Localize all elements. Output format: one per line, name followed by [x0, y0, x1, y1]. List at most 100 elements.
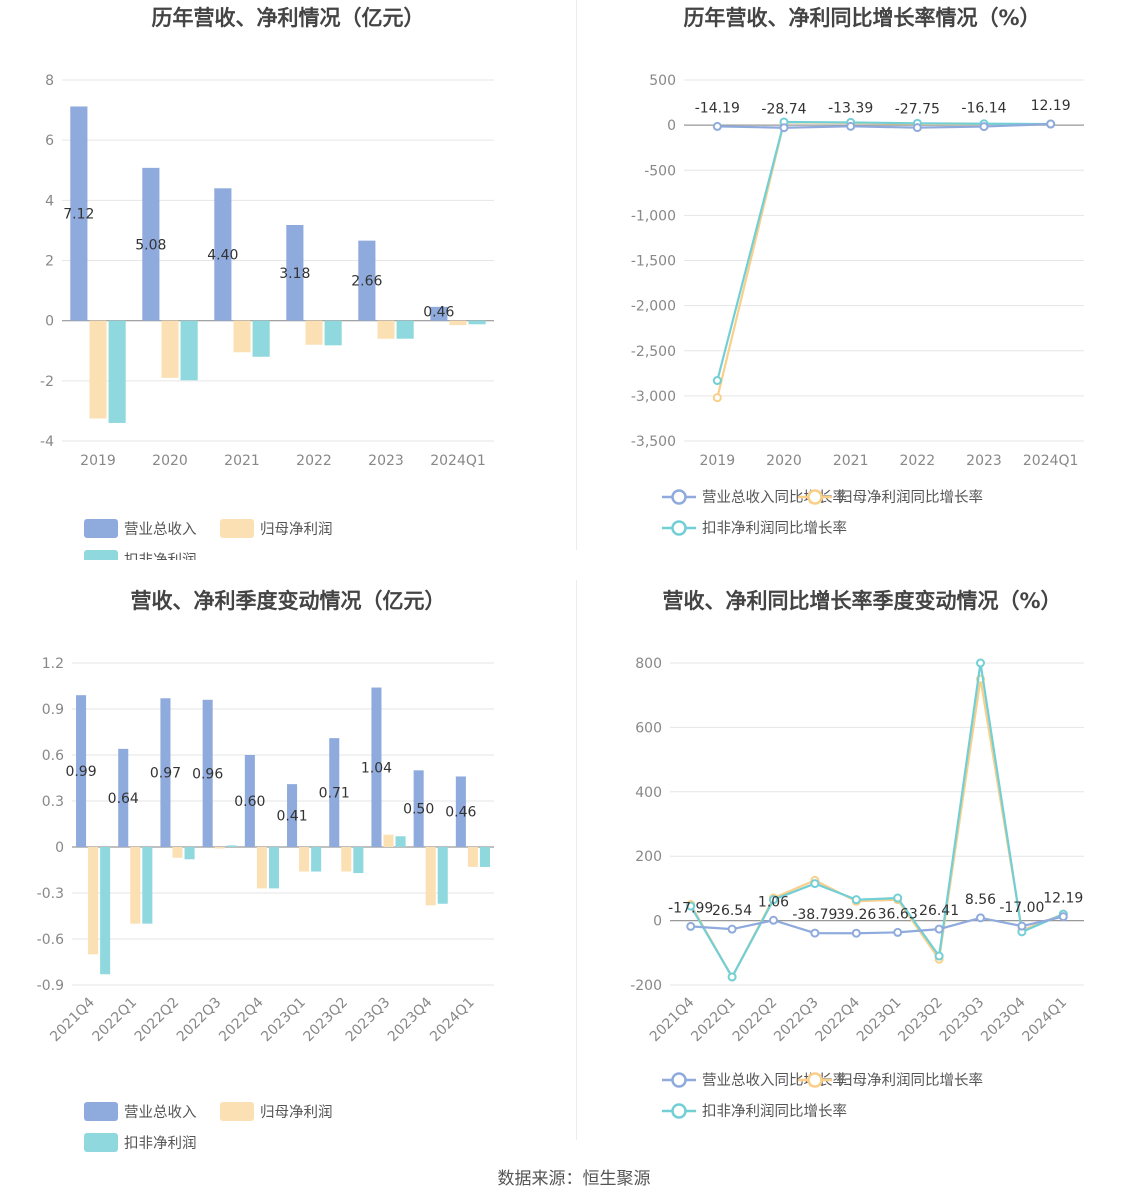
bar — [256, 847, 267, 889]
data-point — [912, 123, 922, 133]
data-point — [1046, 119, 1056, 129]
x-tick-label: 2024Q1 — [1023, 453, 1079, 469]
bar — [358, 240, 376, 321]
data-point — [846, 121, 856, 131]
bar — [467, 847, 478, 867]
bar — [287, 784, 298, 847]
legend-label: 营业总收入 — [124, 521, 197, 538]
panel-annual-revenue-profit: 历年营收、净利情况（亿元） 8 6 4 2 0 -2 -4 2019 7.12 2020 5.08 2… — [0, 0, 576, 569]
data-point — [851, 928, 861, 938]
bar — [311, 847, 322, 872]
panel-divider-top — [576, 0, 577, 550]
bar — [89, 320, 107, 419]
bar — [468, 320, 486, 325]
bar — [160, 698, 171, 847]
y-tick-label: -1,000 — [631, 208, 676, 224]
bar — [371, 687, 382, 847]
y-tick-label: 200 — [635, 849, 662, 865]
data-point — [934, 924, 944, 934]
bar — [88, 847, 99, 955]
line-value-label: -17.00 — [999, 900, 1044, 916]
x-tick-label: 2023Q2 — [895, 995, 946, 1046]
line-value-label: -16.14 — [961, 101, 1006, 117]
x-tick-label: 2023Q3 — [937, 995, 988, 1046]
line-value-label: 12.19 — [1043, 891, 1083, 907]
bar — [108, 320, 126, 423]
data-point — [851, 895, 861, 905]
x-tick-label: 2021Q4 — [47, 994, 98, 1045]
bar — [430, 306, 448, 321]
panel-quarterly-revenue-profit: 营收、净利季度变动情况（亿元） 1.2 0.9 0.6 0.3 0 -0.3 -0.6 -0.… — [0, 583, 576, 1153]
x-tick-label: 2022 — [296, 453, 332, 469]
y-tick-label: -3,000 — [631, 389, 676, 405]
series-line — [690, 915, 1064, 935]
bar — [396, 320, 414, 339]
data-point — [976, 913, 985, 923]
legend-label: 营业总收入 — [124, 1104, 197, 1121]
legend-label: 归母净利润 — [260, 1104, 333, 1121]
bar-value-label: 0.97 — [150, 766, 181, 782]
bar — [305, 320, 323, 345]
legend-swatch — [84, 1133, 118, 1152]
y-tick-label: 400 — [635, 785, 662, 801]
x-tick-label: 2022Q4 — [216, 994, 267, 1045]
bar-value-label: 4.40 — [207, 247, 238, 263]
data-point — [779, 123, 789, 133]
data-point — [727, 924, 737, 934]
bar — [214, 188, 232, 321]
data-point — [893, 893, 903, 903]
bar — [437, 847, 448, 904]
bar — [214, 847, 225, 849]
line-value-label: 12.19 — [1031, 98, 1071, 114]
bar-value-label: 0.64 — [108, 791, 139, 807]
y-tick-label: 0 — [667, 118, 676, 134]
y-tick-label: -500 — [644, 163, 676, 179]
legend-label: 归母净利润 — [260, 521, 333, 538]
y-tick-label: 0.3 — [42, 794, 64, 810]
y-tick-label: -2,000 — [631, 299, 676, 315]
y-tick-label: 6 — [45, 133, 54, 149]
x-tick-label: 2024Q1 — [430, 453, 486, 469]
data-point — [979, 122, 989, 132]
bar — [252, 320, 270, 357]
bar — [142, 167, 160, 321]
legend-circle-marker — [671, 489, 687, 505]
data-point — [934, 951, 944, 961]
data-point — [769, 895, 778, 905]
series-line — [716, 120, 1051, 381]
line-value-label: 36.63 — [878, 906, 918, 922]
chart-title: 历年营收、净利同比增长率情况（%） — [683, 6, 1041, 30]
panel-annual-growth-rate: 历年营收、净利同比增长率情况（%） 500 0 -500 -1,000 -1,500 -2… — [576, 0, 1148, 560]
legend-swatch — [220, 519, 254, 538]
bar — [130, 847, 141, 924]
y-tick-label: -0.9 — [37, 978, 64, 994]
bar-value-label: 0.96 — [192, 766, 223, 782]
legend-swatch — [84, 1102, 118, 1121]
y-tick-label: 1.2 — [42, 656, 64, 672]
y-tick-label: 0 — [55, 840, 64, 856]
bar — [161, 320, 179, 378]
legend-label: 归母净利润同比增长率 — [838, 1072, 983, 1089]
data-point — [810, 928, 820, 938]
line-value-label: 26.41 — [919, 903, 959, 919]
bar — [449, 320, 467, 326]
annual-growth-line-chart: 500 0 -500 -1,000 -1,500 -2,000 -2,500 -3,000 -3… — [631, 73, 1084, 537]
y-tick-label: 500 — [649, 73, 676, 89]
line-value-label: 26.54 — [712, 903, 752, 919]
y-tick-label: -1,500 — [631, 254, 676, 270]
bar — [455, 776, 466, 847]
line-value-label: 39.26 — [836, 907, 876, 923]
x-tick-label: 2024Q1 — [427, 995, 478, 1046]
bar-value-label: 0.46 — [445, 805, 476, 821]
x-tick-label: 2020 — [152, 453, 188, 469]
y-tick-label: -200 — [630, 978, 662, 994]
bar — [100, 847, 111, 975]
data-point — [712, 393, 722, 403]
line-value-label: -38.79 — [792, 907, 837, 923]
bar — [118, 748, 129, 847]
y-tick-label: -0.3 — [37, 886, 64, 902]
x-tick-label: 2019 — [80, 453, 116, 469]
bar — [383, 834, 394, 847]
line-value-label: -14.19 — [695, 100, 740, 116]
bar — [299, 847, 310, 872]
